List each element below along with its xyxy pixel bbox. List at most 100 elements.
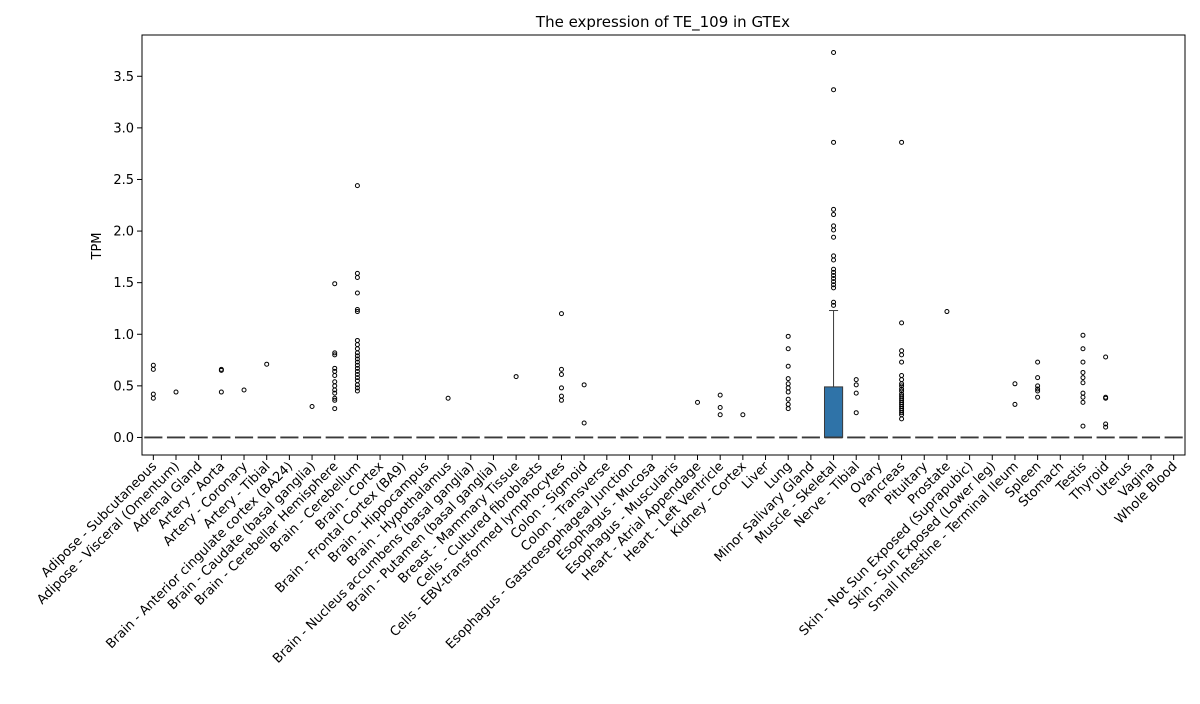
outlier-point (899, 410, 905, 416)
outlier-point (785, 333, 791, 339)
outlier-point (831, 282, 837, 288)
outlier-point (1080, 332, 1086, 338)
outlier-point (332, 379, 338, 385)
outlier-point (831, 269, 837, 275)
outlier-point (354, 372, 360, 378)
outlier-point (332, 281, 338, 287)
outlier-point (785, 385, 791, 391)
outlier-point (1080, 369, 1086, 375)
outlier-point (831, 206, 837, 212)
outlier-point (831, 276, 837, 282)
outlier-point (853, 377, 859, 383)
outlier-point (354, 183, 360, 189)
outlier-point (150, 366, 156, 372)
outlier-point (332, 350, 338, 356)
outlier-point (354, 353, 360, 359)
outlier-point (899, 359, 905, 365)
outlier-point (785, 381, 791, 387)
outlier-point (309, 403, 315, 409)
outlier-point (1103, 354, 1109, 360)
y-tick-label: 0.0 (113, 431, 134, 446)
box-iqr (823, 386, 844, 438)
outlier-point (354, 350, 360, 356)
outlier-point (332, 406, 338, 412)
outlier-point (717, 412, 723, 418)
y-tick-label: 3.5 (113, 70, 134, 85)
outlier-point (332, 373, 338, 379)
outlier-point (354, 356, 360, 362)
outlier-point (717, 405, 723, 411)
y-tick-label: 3.0 (113, 121, 134, 136)
outlier-point (831, 285, 837, 291)
outlier-point (899, 383, 905, 389)
outlier-point (899, 416, 905, 422)
chart-title: The expression of TE_109 in GTEx (535, 13, 790, 32)
outlier-point (1103, 421, 1109, 427)
y-tick-label: 2.0 (113, 225, 134, 240)
outlier-point (740, 412, 746, 418)
outlier-point (831, 257, 837, 263)
outlier-point (558, 366, 564, 372)
outlier-point (332, 395, 338, 401)
outlier-point (445, 395, 451, 401)
outlier-point (899, 352, 905, 358)
outlier-point (785, 363, 791, 369)
outlier-point (1012, 381, 1018, 387)
outlier-point (1035, 388, 1041, 394)
outlier-point (831, 299, 837, 305)
outlier-point (944, 309, 950, 315)
y-axis-label: TPM (90, 233, 105, 261)
outlier-point (1103, 424, 1109, 430)
outlier-point (899, 139, 905, 145)
outlier-point (831, 266, 837, 272)
outlier-point (218, 367, 224, 373)
outlier-point (354, 290, 360, 296)
outlier-point (1035, 359, 1041, 365)
outlier-point (354, 309, 360, 315)
outlier-point (354, 306, 360, 312)
outlier-point (354, 275, 360, 281)
outlier-point (354, 382, 360, 388)
outlier-point (173, 389, 179, 395)
outlier-point (354, 359, 360, 365)
outlier-point (1035, 386, 1041, 392)
outlier-point (1080, 359, 1086, 365)
outlier-point (1080, 394, 1086, 400)
outlier-point (354, 388, 360, 394)
outlier-point (1080, 380, 1086, 386)
y-tick-label: 2.5 (113, 173, 134, 188)
outlier-point (241, 387, 247, 393)
outlier-point (831, 272, 837, 278)
outlier-point (831, 302, 837, 308)
outlier-point (1080, 423, 1086, 429)
outlier-point (831, 50, 837, 56)
outlier-point (899, 320, 905, 326)
outlier-point (1035, 383, 1041, 389)
outlier-point (150, 395, 156, 401)
outlier-point (354, 375, 360, 381)
outlier-point (558, 372, 564, 378)
outlier-point (831, 87, 837, 93)
outlier-point (332, 352, 338, 358)
y-tick-label: 1.0 (113, 328, 134, 343)
outlier-point (558, 385, 564, 391)
outlier-point (150, 362, 156, 368)
outlier-point (899, 348, 905, 354)
outlier-point (332, 397, 338, 403)
outlier-point (218, 389, 224, 395)
outlier-point (332, 365, 338, 371)
outlier-point (785, 389, 791, 395)
outlier-point (558, 397, 564, 403)
outlier-point (354, 270, 360, 276)
outlier-point (1103, 395, 1109, 401)
outlier-point (1035, 394, 1041, 400)
outlier-point (785, 401, 791, 407)
outlier-point (785, 346, 791, 352)
outlier-point (558, 311, 564, 317)
outlier-point (853, 382, 859, 388)
outlier-point (853, 410, 859, 416)
outlier-point (831, 223, 837, 229)
outlier-point (264, 361, 270, 367)
